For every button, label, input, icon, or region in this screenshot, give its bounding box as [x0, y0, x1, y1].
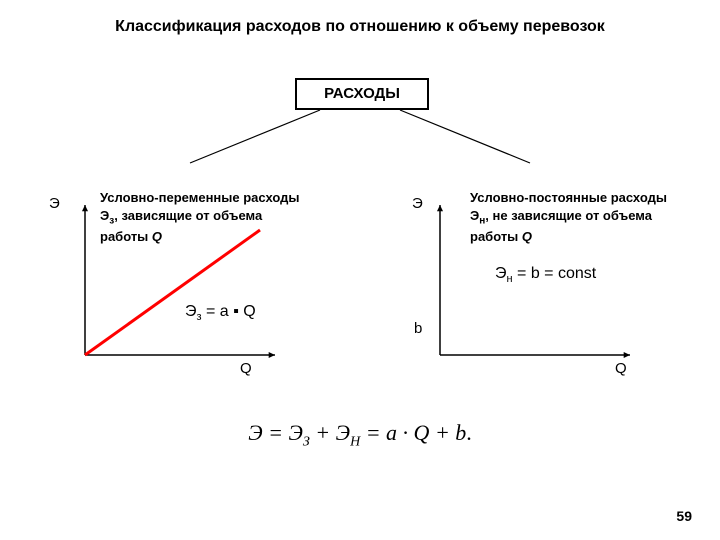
- left-x-axis-label: Q: [240, 360, 252, 377]
- root-expenses-box: РАСХОДЫ: [295, 78, 429, 110]
- mf-n: Н: [350, 434, 360, 449]
- mf-eq2: =: [360, 420, 386, 445]
- left-formula-suffix: = a ▪ Q: [202, 303, 256, 320]
- right-desc-suffix: , не зависящие от объема работы: [470, 208, 652, 244]
- right-formula: Эн = b = const: [495, 265, 596, 285]
- mf-eq: =: [263, 420, 289, 445]
- mf-period: .: [466, 420, 472, 445]
- left-description: Условно-переменные расходы Эз, зависящие…: [100, 189, 300, 245]
- page-title: Классификация расходов по отношению к об…: [0, 18, 720, 36]
- mf-plus: +: [310, 420, 336, 445]
- right-b-label: b: [414, 320, 422, 337]
- page-number: 59: [676, 508, 692, 524]
- mf-b: b: [455, 420, 466, 445]
- left-formula-prefix: Э: [185, 303, 197, 320]
- left-y-axis-label: Э: [49, 195, 60, 212]
- right-desc-q: Q: [522, 229, 532, 244]
- mf-E: Э: [248, 420, 262, 445]
- variable-cost-chart: Э Условно-переменные расходы Эз, зависящ…: [65, 195, 295, 375]
- right-formula-suffix: = b = const: [513, 265, 597, 282]
- mf-plus2: +: [429, 420, 455, 445]
- fixed-cost-chart: Э Условно-постоянные расходы Эн, не зави…: [420, 195, 650, 375]
- mf-dot1: ·: [397, 420, 414, 445]
- left-desc-q: Q: [152, 229, 162, 244]
- right-description: Условно-постоянные расходы Эн, не завися…: [470, 189, 680, 245]
- left-formula: Эз = a ▪ Q: [185, 303, 256, 323]
- branch-lines: [150, 108, 570, 168]
- mf-En: Э: [336, 420, 350, 445]
- right-formula-prefix: Э: [495, 265, 507, 282]
- mf-Q: Q: [414, 420, 430, 445]
- mf-a: a: [386, 420, 397, 445]
- right-y-axis-label: Э: [412, 195, 423, 212]
- left-desc-suffix: , зависящие от объема работы: [100, 208, 262, 244]
- mf-z: З: [303, 434, 310, 449]
- main-formula: Э = ЭЗ + ЭН = a · Q + b.: [0, 420, 720, 450]
- right-x-axis-label: Q: [615, 360, 627, 377]
- mf-Ez: Э: [288, 420, 302, 445]
